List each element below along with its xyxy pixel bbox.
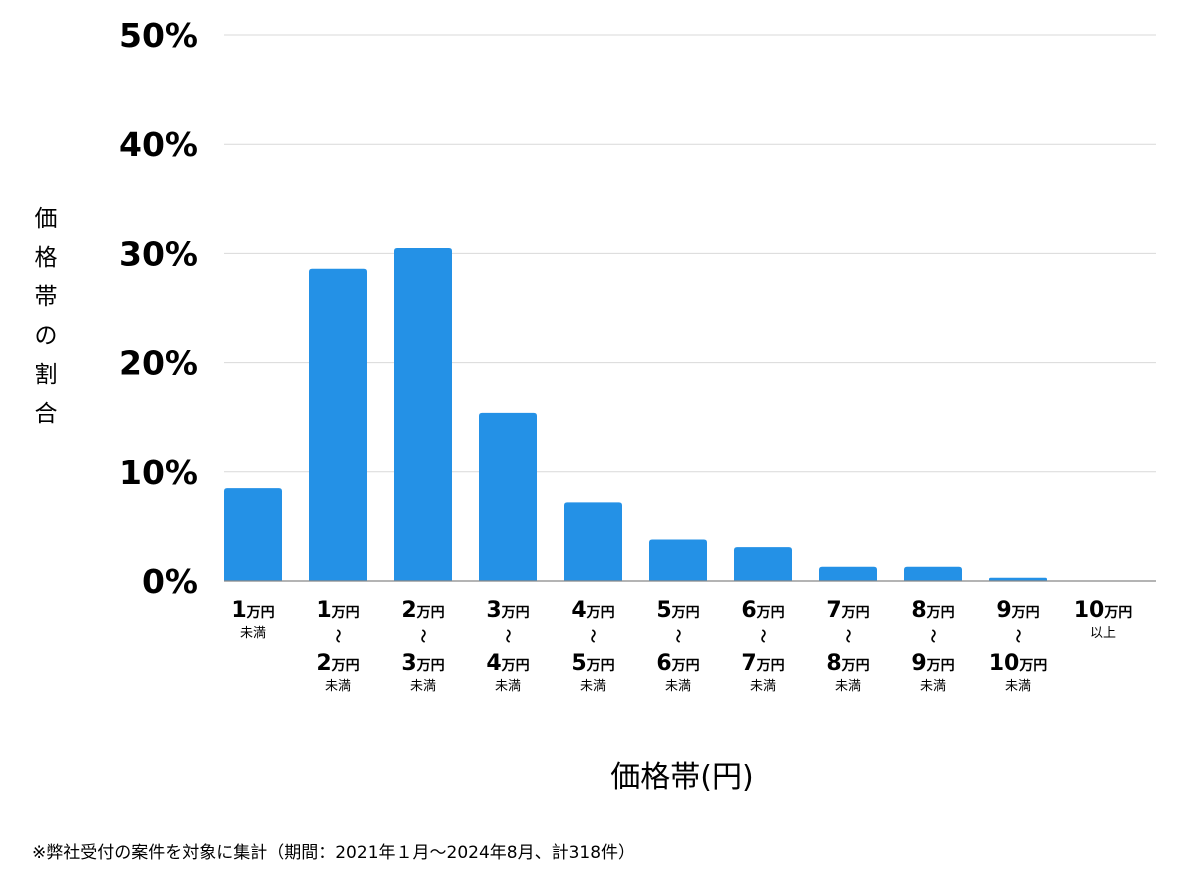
y-axis-label-char: の	[35, 323, 58, 349]
x-tick-range-line: 3万円	[401, 651, 444, 676]
x-tick-separator: 〜	[839, 629, 855, 643]
y-axis-label-char: 帯	[35, 284, 58, 310]
x-tick-note: 未満	[920, 679, 946, 694]
y-tick-label: 0%	[142, 562, 198, 601]
bar	[564, 502, 622, 581]
x-tick-note: 未満	[240, 626, 266, 641]
bar	[479, 412, 537, 581]
x-tick-separator: 〜	[754, 629, 770, 643]
bar	[224, 488, 282, 581]
x-tick-separator: 〜	[329, 629, 345, 643]
x-tick-range-line: 10万円	[1074, 598, 1133, 623]
x-axis-label: 価格帯(円)	[610, 760, 753, 795]
y-axis-label-char: 価	[35, 206, 58, 232]
y-tick-label: 50%	[119, 16, 198, 55]
x-tick-range-line: 10万円	[989, 651, 1048, 676]
bar	[394, 247, 452, 581]
x-tick-range-line: 1万円	[316, 598, 359, 623]
bar	[989, 577, 1047, 581]
x-tick-range-line: 8万円	[826, 651, 869, 676]
x-tick-note: 未満	[665, 679, 691, 694]
bar	[649, 539, 707, 581]
x-tick-range-line: 9万円	[911, 651, 954, 676]
x-tick-range-line: 3万円	[486, 598, 529, 623]
bars	[224, 247, 1047, 581]
x-tick-separator: 〜	[924, 629, 940, 643]
x-tick-range-line: 1万円	[231, 598, 274, 623]
x-tick-note: 未満	[410, 679, 436, 694]
x-tick-range-line: 5万円	[571, 651, 614, 676]
grid-lines	[224, 34, 1156, 473]
y-axis-label-char: 格	[35, 245, 58, 271]
footnote: ※弊社受付の案件を対象に集計（期間：2021年１月〜2024年8月、計318件）	[32, 843, 636, 863]
x-tick-range-line: 7万円	[741, 651, 784, 676]
x-tick-note: 未満	[495, 679, 521, 694]
x-tick-note: 未満	[750, 679, 776, 694]
x-tick-separator: 〜	[1009, 629, 1025, 643]
bar	[904, 566, 962, 581]
x-tick-separator: 〜	[584, 629, 600, 643]
x-tick-range-line: 4万円	[571, 598, 614, 623]
x-tick-note: 以上	[1090, 626, 1116, 641]
x-tick-separator: 〜	[499, 629, 515, 643]
x-tick-range-line: 2万円	[316, 651, 359, 676]
bar	[734, 547, 792, 581]
x-tick-range-line: 8万円	[911, 598, 954, 623]
bar	[309, 268, 367, 581]
x-tick-note: 未満	[1005, 679, 1031, 694]
x-tick-separator: 〜	[414, 629, 430, 643]
bar	[819, 566, 877, 581]
y-tick-label: 10%	[119, 453, 198, 492]
y-axis-label-char: 割	[35, 362, 58, 388]
x-tick-range-line: 6万円	[656, 651, 699, 676]
x-tick-range-line: 2万円	[401, 598, 444, 623]
x-tick-range-line: 9万円	[996, 598, 1039, 623]
x-tick-range-line: 7万円	[826, 598, 869, 623]
x-tick-note: 未満	[835, 679, 861, 694]
bar-chart: 0%10%20%30%40%50% 1万円未満1万円〜2万円未満2万円〜3万円未…	[35, 16, 1156, 795]
x-tick-note: 未満	[325, 679, 351, 694]
x-tick-range-line: 6万円	[741, 598, 784, 623]
x-tick-separator: 〜	[669, 629, 685, 643]
y-tick-label: 40%	[119, 125, 198, 164]
x-tick-range-line: 4万円	[486, 651, 529, 676]
x-tick-range-line: 5万円	[656, 598, 699, 623]
y-tick-label: 30%	[119, 234, 198, 273]
y-axis-label-char: 合	[35, 401, 58, 427]
x-tick-labels: 1万円未満1万円〜2万円未満2万円〜3万円未満3万円〜4万円未満4万円〜5万円未…	[231, 598, 1132, 694]
y-tick-label: 20%	[119, 344, 198, 383]
y-tick-labels: 0% 10% 20% 30% 40% 50%	[119, 16, 198, 601]
x-tick-note: 未満	[580, 679, 606, 694]
